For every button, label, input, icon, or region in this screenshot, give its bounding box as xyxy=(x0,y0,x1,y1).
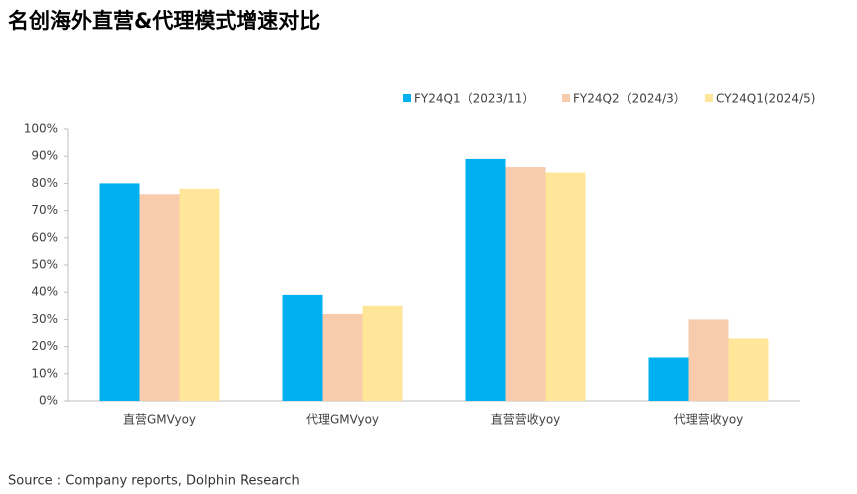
bar xyxy=(545,172,586,401)
y-tick-label: 100% xyxy=(24,122,58,136)
bar xyxy=(648,357,689,401)
y-tick-label: 80% xyxy=(31,176,58,190)
y-tick-label: 90% xyxy=(31,149,58,163)
legend-swatch xyxy=(705,94,713,102)
y-tick-label: 0% xyxy=(39,394,58,408)
legend-swatch xyxy=(562,94,570,102)
bar xyxy=(322,313,363,401)
bar xyxy=(282,294,323,401)
y-tick-label: 40% xyxy=(31,285,58,299)
legend-label: FY24Q1（2023/11） xyxy=(414,92,534,106)
x-tick-label: 直营营收yoy xyxy=(491,413,561,427)
bar xyxy=(179,188,220,401)
bar xyxy=(728,338,769,401)
bar xyxy=(362,305,403,401)
bar xyxy=(505,167,546,401)
legend-label: FY24Q2（2024/3） xyxy=(573,92,686,106)
y-tick-label: 30% xyxy=(31,312,58,326)
y-tick-label: 60% xyxy=(31,230,58,244)
bar xyxy=(99,183,140,401)
y-tick-label: 10% xyxy=(31,366,58,380)
bar xyxy=(465,158,506,401)
source-note: Source : Company reports, Dolphin Resear… xyxy=(8,474,300,489)
y-tick-label: 70% xyxy=(31,203,58,217)
x-tick-label: 代理GMVyoy xyxy=(306,413,379,427)
bar xyxy=(688,319,729,401)
y-tick-label: 50% xyxy=(31,258,58,272)
legend-swatch xyxy=(403,94,411,102)
chart-title: 名创海外直营&代理模式增速对比 xyxy=(8,9,320,33)
legend-label: CY24Q1(2024/5) xyxy=(716,92,815,106)
x-tick-label: 直营GMVyoy xyxy=(123,413,196,427)
y-tick-label: 20% xyxy=(31,339,58,353)
x-tick-label: 代理营收yoy xyxy=(674,413,744,427)
bar xyxy=(139,194,180,401)
